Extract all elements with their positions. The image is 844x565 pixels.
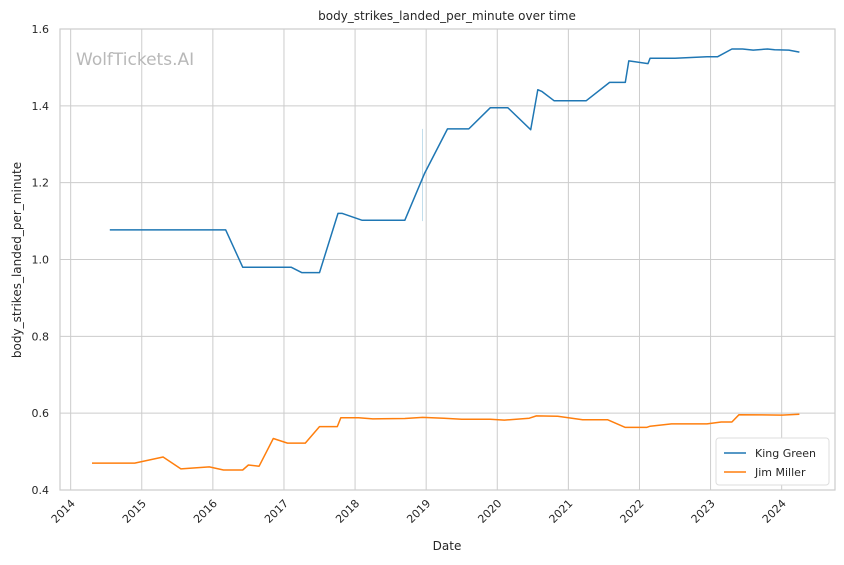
watermark: WolfTickets.AI — [76, 50, 194, 70]
y-tick-label: 0.4 — [32, 484, 50, 497]
x-tick-label: 2019 — [404, 497, 433, 526]
legend-label: Jim Miller — [754, 466, 806, 479]
y-axis-label: body_strikes_landed_per_minute — [10, 162, 24, 358]
x-axis-label: Date — [433, 539, 462, 553]
y-tick-label: 1.0 — [32, 254, 50, 267]
y-tick-label: 1.6 — [32, 23, 50, 36]
y-tick-label: 0.8 — [32, 330, 50, 343]
y-tick-label: 1.4 — [32, 100, 50, 113]
legend-box — [715, 437, 830, 486]
legend-label: King Green — [755, 447, 816, 460]
series-line-1 — [109, 48, 800, 274]
y-tick-label: 1.2 — [32, 177, 50, 190]
x-tick-label: 2018 — [333, 497, 362, 526]
chart-title: body_strikes_landed_per_minute over time — [318, 9, 576, 23]
x-tick-label: 2023 — [689, 497, 718, 526]
y-tick-label: 0.6 — [32, 407, 50, 420]
x-tick-label: 2022 — [618, 497, 647, 526]
x-tick-label: 2015 — [120, 497, 149, 526]
x-tick-label: 2021 — [547, 497, 576, 526]
plot-frame — [59, 28, 836, 491]
series-line-2 — [92, 413, 800, 471]
x-tick-label: 2017 — [262, 497, 291, 526]
x-tick-label: 2014 — [49, 497, 78, 526]
x-tick-label: 2016 — [191, 497, 220, 526]
x-tick-label: 2020 — [475, 497, 504, 526]
x-tick-label: 2024 — [760, 497, 789, 526]
